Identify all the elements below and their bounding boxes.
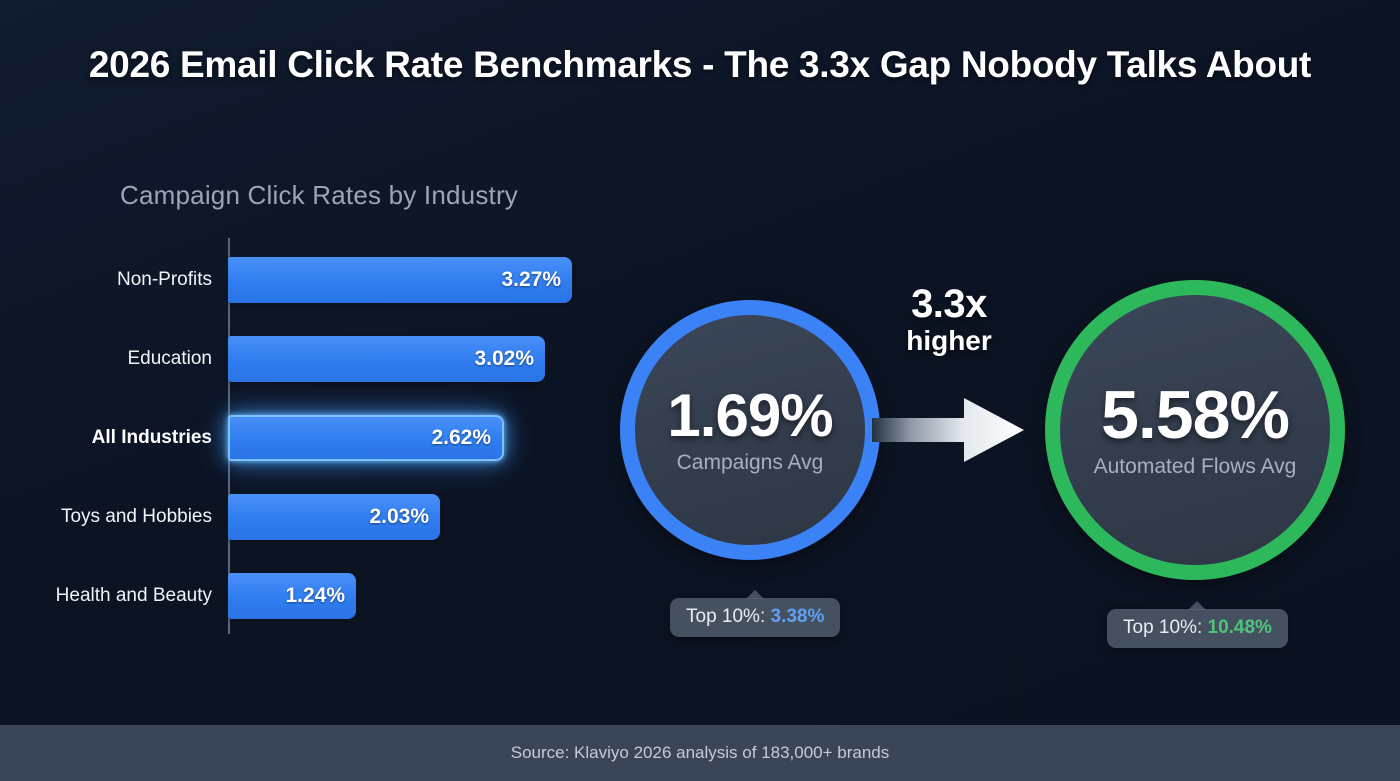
table-row[interactable]: Health and Beauty 1.24% [0,573,620,619]
bar-track: 1.24% [228,573,356,619]
campaigns-average-metric[interactable]: 1.69% Campaigns Avg [620,300,880,560]
bar-label: Health and Beauty [55,585,212,606]
automated-flows-top10-value: 10.48% [1207,617,1272,638]
source-attribution: Source: Klaviyo 2026 analysis of 183,000… [510,743,890,762]
table-row[interactable]: Education 3.02% [0,336,620,382]
bar-fill: 2.03% [228,494,440,540]
campaigns-ring-content: 1.69% Campaigns Avg [635,315,865,545]
automated-flows-ring: 5.58% Automated Flows Avg [1045,280,1345,580]
bar-label: Non-Profits [116,269,212,290]
bar-value: 3.27% [501,268,561,291]
automated-flows-caption: Automated Flows Avg [1093,454,1297,478]
campaigns-value: 1.69% [667,382,833,450]
multiplier-suffix: higher [906,325,992,356]
bar-track: 3.02% [228,336,545,382]
bar-fill: 3.02% [228,336,545,382]
bar-fill: 3.27% [228,257,572,303]
campaigns-top10-label: Top 10%: [686,606,771,627]
bar-label: All Industries [91,427,212,448]
automated-flows-value: 5.58% [1101,377,1290,454]
bar-track: 3.27% [228,257,572,303]
right-arrow-icon [872,396,1024,464]
campaigns-ring: 1.69% Campaigns Avg [620,300,880,560]
chart-title: Campaign Click Rates by Industry [120,180,518,210]
multiplier-value: 3.3x [911,282,987,326]
table-row[interactable]: Toys and Hobbies 2.03% [0,494,620,540]
bar-track: 2.62% [228,415,504,461]
campaigns-caption: Campaigns Avg [676,450,824,474]
bar-label: Education [127,348,212,369]
automated-flows-top10-badge[interactable]: Top 10%: 10.48% [1107,601,1288,648]
bar-track: 2.03% [228,494,440,540]
bar-fill: 1.24% [228,573,356,619]
badge-pointer-icon [746,590,765,599]
bar-value: 3.02% [474,347,534,370]
table-row[interactable]: Non-Profits 3.27% [0,257,620,303]
gap-multiplier: 3.3x higher [868,283,1030,356]
automated-flows-metric[interactable]: 5.58% Automated Flows Avg [1045,280,1345,580]
badge-pointer-icon [1188,601,1207,610]
bar-value: 2.62% [431,426,491,449]
campaigns-top10-badge[interactable]: Top 10%: 3.38% [670,590,841,637]
automated-flows-top10-label: Top 10%: [1123,617,1208,638]
table-row-highlighted[interactable]: All Industries 2.62% [0,415,620,461]
bar-value: 1.24% [285,584,345,607]
page-title: 2026 Email Click Rate Benchmarks - The 3… [88,44,1312,85]
bar-value: 2.03% [369,505,429,528]
footer-bar: Source: Klaviyo 2026 analysis of 183,000… [0,725,1400,781]
campaigns-top10-value: 3.38% [770,606,825,627]
bar-label: Toys and Hobbies [60,506,212,527]
bar-fill: 2.62% [228,415,504,461]
automated-flows-ring-content: 5.58% Automated Flows Avg [1060,295,1330,565]
